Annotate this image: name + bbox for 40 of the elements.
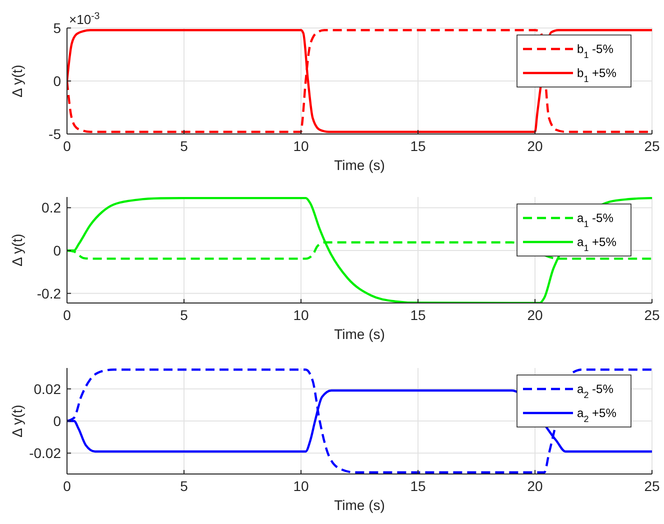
legend-label: b$_{1}$ +5%: [577, 66, 617, 84]
y-tick-label: 5: [53, 20, 62, 36]
text: ×10$^{-3}$: [69, 10, 100, 27]
x-tick-label: 25: [644, 307, 660, 323]
x-tick-label: 15: [410, 138, 426, 154]
y-tick-label: 0: [53, 73, 62, 89]
x-tick-label: 0: [63, 307, 72, 323]
legend-label: b$_{1}$ -5%: [577, 42, 614, 60]
y-axis-title: Δ y(t): [9, 234, 25, 266]
y-tick-label: 0.02: [34, 380, 62, 397]
x-tick-label: 25: [644, 478, 660, 494]
y-axis-title: Δ y(t): [9, 64, 25, 98]
x-tick-label: 5: [180, 138, 188, 154]
x-axis-title: Time (s): [334, 326, 385, 342]
y-tick-label: 0: [53, 242, 62, 259]
y-tick-label: -0.2: [36, 285, 62, 302]
x-tick-label: 10: [293, 307, 309, 323]
legend-label: a$_{1}$ -5%: [577, 211, 614, 229]
x-axis-title: Time (s): [334, 497, 385, 513]
x-tick-label: 5: [180, 478, 188, 494]
x-tick-label: 0: [63, 478, 72, 494]
x-tick-label: 15: [410, 307, 426, 323]
x-tick-label: 0: [63, 138, 72, 154]
x-tick-label: 20: [527, 138, 543, 154]
legend-label: a$_{2}$ +5%: [577, 406, 617, 424]
x-tick-label: 25: [644, 138, 660, 154]
y-tick-label: 0.2: [42, 200, 62, 216]
x-tick-label: 5: [180, 307, 188, 323]
x-tick-label: 15: [410, 478, 426, 494]
x-axis-title: Time (s): [334, 157, 385, 173]
y-tick-label: -0.02: [29, 445, 62, 462]
y-tick-label: 0: [53, 413, 62, 429]
x-tick-label: 20: [527, 478, 543, 494]
legend-label: a$_{1}$ +5%: [577, 235, 617, 253]
x-tick-label: 10: [293, 138, 309, 154]
y-axis-title: Δ y(t): [9, 404, 25, 438]
legend-label: a$_{2}$ -5%: [577, 382, 614, 400]
x-tick-label: 10: [293, 478, 309, 494]
x-tick-label: 20: [527, 307, 543, 323]
y-tick-label: -5: [48, 126, 62, 142]
